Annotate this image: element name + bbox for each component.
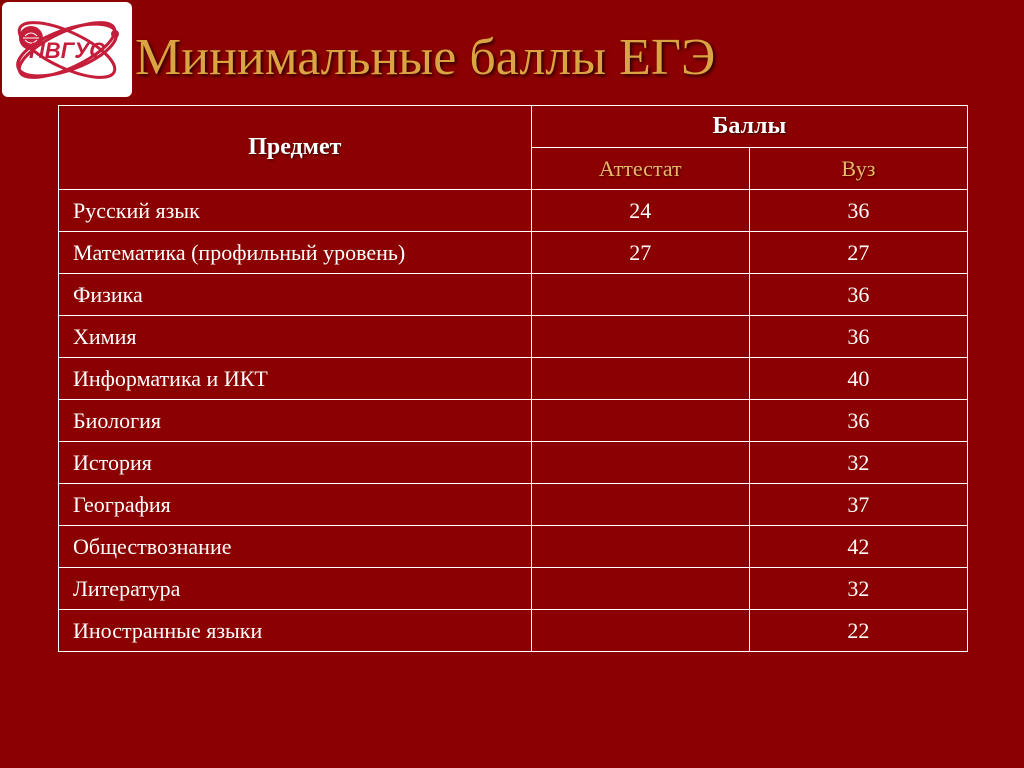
cell-attestat [531, 274, 749, 316]
cell-vuz: 36 [749, 400, 967, 442]
cell-vuz: 37 [749, 484, 967, 526]
cell-attestat [531, 316, 749, 358]
table-row: Информатика и ИКТ 40 [59, 358, 968, 400]
cell-attestat [531, 442, 749, 484]
table-row: Обществознание 42 [59, 526, 968, 568]
header-subject: Предмет [59, 106, 532, 190]
table-header-row-1: Предмет Баллы [59, 106, 968, 148]
cell-attestat [531, 400, 749, 442]
cell-subject: География [59, 484, 532, 526]
cell-vuz: 27 [749, 232, 967, 274]
logo-text: ПВГУС [29, 38, 106, 63]
table-row: Химия 36 [59, 316, 968, 358]
table-row: География 37 [59, 484, 968, 526]
cell-vuz: 40 [749, 358, 967, 400]
cell-subject: Физика [59, 274, 532, 316]
cell-vuz: 36 [749, 190, 967, 232]
table-row: Литература 32 [59, 568, 968, 610]
cell-vuz: 36 [749, 274, 967, 316]
table-row: История 32 [59, 442, 968, 484]
scores-table: Предмет Баллы Аттестат Вуз Русский язык2… [58, 105, 968, 652]
logo-atom-icon: ПВГУС [7, 6, 127, 94]
cell-vuz: 36 [749, 316, 967, 358]
cell-attestat [531, 526, 749, 568]
table-row: Физика 36 [59, 274, 968, 316]
header-scores: Баллы [531, 106, 967, 148]
cell-attestat [531, 610, 749, 652]
table-row: Русский язык2436 [59, 190, 968, 232]
cell-subject: Русский язык [59, 190, 532, 232]
cell-subject: Химия [59, 316, 532, 358]
cell-subject: Иностранные языки [59, 610, 532, 652]
cell-subject: Математика (профильный уровень) [59, 232, 532, 274]
cell-vuz: 32 [749, 568, 967, 610]
cell-subject: Информатика и ИКТ [59, 358, 532, 400]
cell-attestat [531, 358, 749, 400]
page-title: Минимальные баллы ЕГЭ [135, 28, 715, 87]
cell-subject: Биология [59, 400, 532, 442]
cell-attestat [531, 484, 749, 526]
cell-vuz: 42 [749, 526, 967, 568]
table-row: Иностранные языки 22 [59, 610, 968, 652]
cell-subject: Обществознание [59, 526, 532, 568]
scores-table-container: Предмет Баллы Аттестат Вуз Русский язык2… [58, 105, 968, 652]
logo: ПВГУС [2, 2, 132, 97]
table-row: Математика (профильный уровень)2727 [59, 232, 968, 274]
header-vuz: Вуз [749, 148, 967, 190]
table-body: Русский язык2436Математика (профильный у… [59, 190, 968, 652]
cell-vuz: 22 [749, 610, 967, 652]
cell-attestat: 24 [531, 190, 749, 232]
table-row: Биология 36 [59, 400, 968, 442]
cell-subject: Литература [59, 568, 532, 610]
cell-attestat: 27 [531, 232, 749, 274]
cell-attestat [531, 568, 749, 610]
cell-subject: История [59, 442, 532, 484]
cell-vuz: 32 [749, 442, 967, 484]
header-attestat: Аттестат [531, 148, 749, 190]
